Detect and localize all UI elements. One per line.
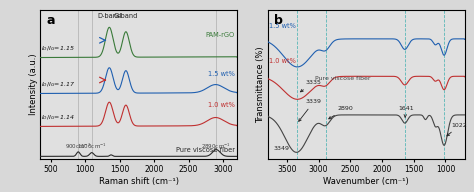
Text: Pure viscose fiber: Pure viscose fiber (176, 147, 235, 153)
Text: G-band: G-band (114, 13, 138, 19)
Text: D-band: D-band (97, 13, 121, 19)
Text: b: b (273, 14, 283, 27)
Text: 1100cm$^{-1}$: 1100cm$^{-1}$ (77, 142, 107, 151)
Y-axis label: Transmittance (%): Transmittance (%) (256, 46, 265, 123)
Text: PAM-rGO: PAM-rGO (206, 32, 235, 38)
Text: 3335: 3335 (301, 80, 322, 92)
Text: 3339: 3339 (299, 99, 322, 121)
Text: Pure viscose fiber: Pure viscose fiber (315, 76, 371, 81)
Text: 900cm$^{-1}$: 900cm$^{-1}$ (65, 142, 91, 151)
X-axis label: Raman shift (cm⁻¹): Raman shift (cm⁻¹) (99, 177, 179, 186)
Y-axis label: Intensity (a.u.): Intensity (a.u.) (28, 54, 37, 115)
Text: 1.5 wt%: 1.5 wt% (269, 23, 296, 29)
Text: 3349: 3349 (274, 146, 290, 151)
X-axis label: Wavenumber (cm⁻¹): Wavenumber (cm⁻¹) (323, 177, 409, 186)
Text: 2890cm$^{-1}$: 2890cm$^{-1}$ (201, 142, 230, 151)
Text: $I_D/I_G$=1.14: $I_D/I_G$=1.14 (41, 113, 74, 122)
Text: 1022: 1022 (447, 123, 467, 136)
Text: $I_D/I_G$=1.15: $I_D/I_G$=1.15 (41, 44, 74, 53)
Text: 1641: 1641 (398, 106, 413, 117)
Text: $I_D/I_G$=1.17: $I_D/I_G$=1.17 (41, 80, 75, 89)
Text: 2890: 2890 (329, 106, 353, 119)
Text: a: a (46, 14, 55, 27)
Text: 1.0 wt%: 1.0 wt% (208, 103, 235, 108)
Text: 1.5 wt%: 1.5 wt% (208, 71, 235, 77)
Text: 1.0 wt%: 1.0 wt% (269, 58, 296, 65)
